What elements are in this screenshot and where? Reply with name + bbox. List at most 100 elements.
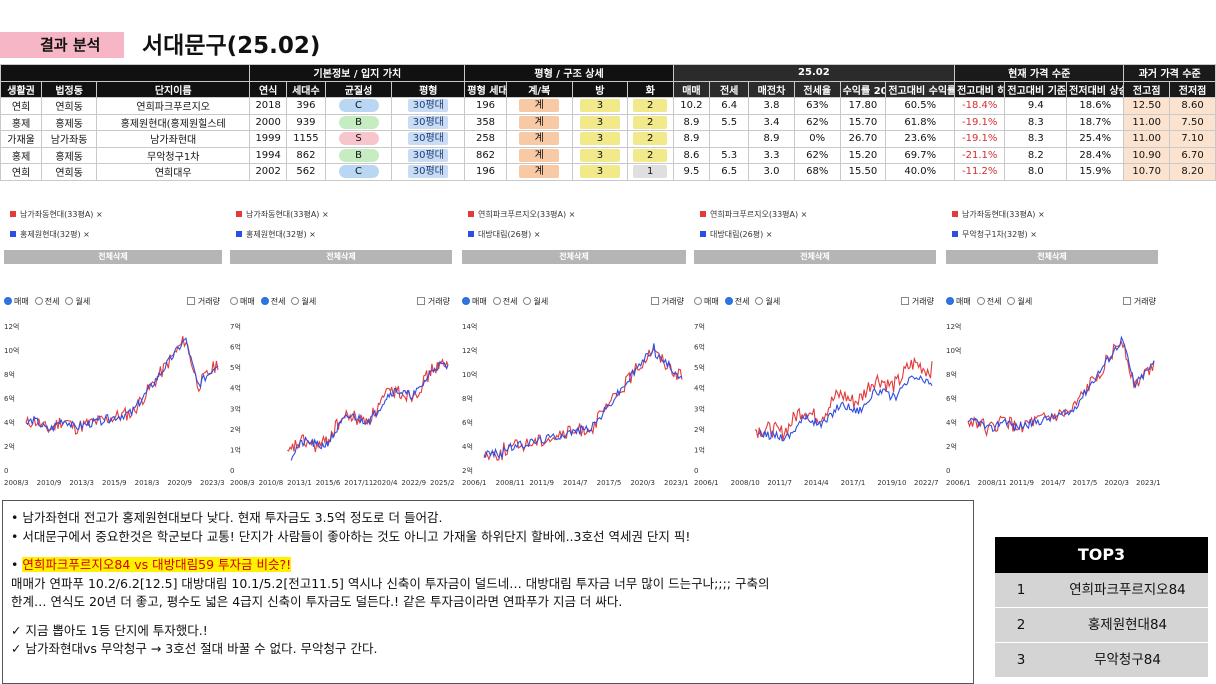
column-header[interactable]: 전고대비 기준가	[1004, 80, 1068, 98]
column-header[interactable]: 계/복	[505, 80, 573, 98]
cell-dropdown[interactable]: 30평대	[408, 165, 449, 179]
cell-dropdown[interactable]: 30평대	[408, 148, 449, 162]
delete-all-button[interactable]: 전체삭제	[462, 250, 686, 264]
delete-all-button[interactable]: 전체삭제	[946, 250, 1158, 264]
radio-option[interactable]: 전세	[976, 297, 1001, 306]
radio-option[interactable]: 매매	[946, 297, 971, 306]
table-row[interactable]: 가재울 남가좌동 남가좌현대 1999 1155 S 30평대 258 계 3 2 8.9 8.9 0% 2…	[0, 130, 1216, 148]
legend-item[interactable]: 대방대림(26평) ×	[700, 229, 772, 240]
legend-item[interactable]: 연희파크푸르지오(33평A) ×	[700, 209, 807, 220]
radio-icon	[694, 297, 702, 305]
legend-item[interactable]: 남가좌동현대(33평A) ×	[952, 209, 1045, 220]
cell-dropdown[interactable]: C	[338, 99, 379, 113]
radio-option[interactable]: 전세	[724, 297, 749, 306]
cell-dropdown[interactable]: 3	[579, 132, 620, 146]
legend-item[interactable]: 홍제원현대(32평) ×	[10, 229, 90, 240]
column-header[interactable]: 단지이름	[96, 80, 251, 98]
cell-dropdown[interactable]: S	[338, 132, 379, 146]
column-header[interactable]: 화	[626, 80, 674, 98]
column-header[interactable]: 연식	[249, 80, 287, 98]
cell-dropdown[interactable]: 3	[579, 148, 620, 162]
cell-dropdown[interactable]: 30평대	[408, 115, 449, 129]
cell-dropdown[interactable]: 2	[633, 148, 668, 162]
cell-dropdown[interactable]: 계	[519, 132, 560, 146]
radio-option[interactable]: 전세	[492, 297, 517, 306]
cell-dropdown[interactable]: B	[338, 115, 379, 129]
cell-dropdown[interactable]: 3	[579, 115, 620, 129]
column-header[interactable]: 전세	[709, 80, 750, 98]
radio-option[interactable]: 월세	[523, 297, 548, 306]
column-header[interactable]: 전저점	[1169, 80, 1216, 98]
volume-label: 거래량	[911, 297, 934, 306]
table-row[interactable]: 연희 연희동 연희파크푸르지오 2018 396 C 30평대 196 계 3 2 10.2 6.4 3.…	[0, 97, 1216, 115]
x-tick-label: 2017/11	[344, 479, 373, 487]
volume-checkbox[interactable]: 거래량	[416, 296, 450, 307]
cell-dropdown[interactable]: 계	[519, 165, 560, 179]
column-header[interactable]: 세대수	[285, 80, 326, 98]
table-row[interactable]: 홍제 홍제동 무악청구1차 1994 862 B 30평대 862 계 3 2 8.6 5.3 3.3 62…	[0, 146, 1216, 164]
cell-dropdown[interactable]: 2	[633, 132, 668, 146]
y-tick-label: 4억	[462, 443, 473, 451]
cell-dropdown[interactable]: 2	[633, 99, 668, 113]
column-header[interactable]: 생활권	[0, 80, 43, 98]
cell-dropdown[interactable]: 3	[579, 165, 620, 179]
column-header[interactable]: 수익률 200%	[839, 80, 887, 98]
cell-dropdown[interactable]: B	[338, 148, 379, 162]
cell-dropdown[interactable]: 30평대	[408, 132, 449, 146]
cell-dropdown[interactable]: 계	[519, 148, 560, 162]
note-line: 매매가 연파푸 10.2/6.2[12.5] 대방대림 10.1/5.2[전고1…	[11, 575, 770, 591]
column-header[interactable]: 평형 세대수	[464, 80, 507, 98]
legend-item[interactable]: 홍제원현대(32평) ×	[236, 229, 316, 240]
column-header[interactable]: 전고점	[1123, 80, 1171, 98]
column-header[interactable]: 평형	[391, 80, 466, 98]
delete-all-button[interactable]: 전체삭제	[230, 250, 452, 264]
cell-dropdown[interactable]: 계	[519, 99, 560, 113]
y-tick-label: 0	[230, 467, 234, 475]
volume-checkbox[interactable]: 거래량	[650, 296, 684, 307]
table-cell: 1155	[285, 130, 326, 148]
radio-option[interactable]: 월세	[1007, 297, 1032, 306]
radio-option[interactable]: 매매	[694, 297, 719, 306]
column-header[interactable]: 전고대비 하락	[954, 80, 1006, 98]
radio-option[interactable]: 전세	[260, 297, 285, 306]
y-tick-label: 2억	[694, 426, 705, 434]
radio-option[interactable]: 매매	[462, 297, 487, 306]
radio-option[interactable]: 월세	[65, 297, 90, 306]
column-header[interactable]: 균질성	[324, 80, 393, 98]
column-header[interactable]: 법정동	[41, 80, 98, 98]
column-header[interactable]: 전고대비 수익률	[885, 80, 956, 98]
legend-item[interactable]: 연희파크푸르지오(33평A) ×	[468, 209, 575, 220]
volume-checkbox[interactable]: 거래량	[186, 296, 220, 307]
delete-all-button[interactable]: 전체삭제	[694, 250, 936, 264]
cell-dropdown[interactable]: 2	[633, 115, 668, 129]
column-header[interactable]: 전저대비 상승	[1066, 80, 1125, 98]
dropdown-cell: 3	[571, 130, 628, 148]
legend-item[interactable]: 무악청구1차(32평) ×	[952, 229, 1037, 240]
cell-dropdown[interactable]: 3	[579, 99, 620, 113]
column-header[interactable]: 매전차	[748, 80, 795, 98]
volume-checkbox[interactable]: 거래량	[900, 296, 934, 307]
y-tick-label: 1억	[694, 446, 705, 454]
dropdown-cell: 계	[505, 163, 573, 181]
cell-dropdown[interactable]: 1	[633, 165, 668, 179]
cell-dropdown[interactable]: C	[338, 165, 379, 179]
cell-dropdown[interactable]: 30평대	[408, 99, 449, 113]
radio-option[interactable]: 월세	[291, 297, 316, 306]
cell-dropdown[interactable]: 계	[519, 115, 560, 129]
legend-item[interactable]: 남가좌동현대(33평A) ×	[10, 209, 103, 220]
volume-checkbox[interactable]: 거래량	[1122, 296, 1156, 307]
column-header[interactable]: 방	[571, 80, 628, 98]
delete-all-button[interactable]: 전체삭제	[4, 250, 222, 264]
radio-option[interactable]: 전세	[34, 297, 59, 306]
column-header[interactable]: 전세율	[793, 80, 841, 98]
radio-option[interactable]: 매매	[230, 297, 255, 306]
legend-item[interactable]: 남가좌동현대(33평A) ×	[236, 209, 329, 220]
radio-option[interactable]: 매매	[4, 297, 29, 306]
table-row[interactable]: 홍제 홍제동 홍제원현대(홍제원힐스테 2000 939 B 30평대 358 계 3 2 8.9 5.…	[0, 113, 1216, 131]
column-header[interactable]: 매매	[672, 80, 711, 98]
table-cell: 939	[285, 113, 326, 131]
x-tick-label: 2017/1	[841, 479, 866, 487]
radio-option[interactable]: 월세	[755, 297, 780, 306]
legend-item[interactable]: 대방대림(26평) ×	[468, 229, 540, 240]
table-row[interactable]: 연희 연희동 연희대우 2002 562 C 30평대 196 계 3 1 9.5 6.5 3.0 68% 1…	[0, 163, 1216, 181]
